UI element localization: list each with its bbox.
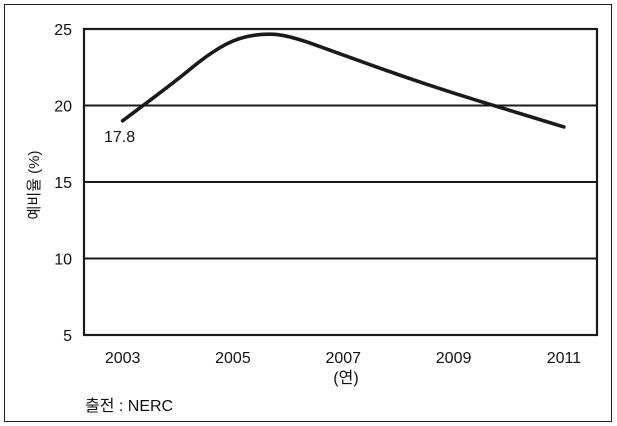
- y-tick-label: 20: [54, 99, 72, 116]
- y-tick-label: 25: [54, 22, 72, 39]
- x-tick-label: 2011: [547, 350, 582, 367]
- x-axis-label: (연): [333, 369, 358, 387]
- x-tick-label: 2005: [215, 350, 251, 367]
- source-note: 출전 : NERC: [85, 397, 173, 415]
- y-tick-label: 5: [63, 328, 72, 345]
- y-axis-ticks: 25 20 15 10 5: [54, 22, 72, 345]
- x-tick-label: 2003: [105, 350, 141, 367]
- series-group: [120, 32, 566, 129]
- series-line: [120, 32, 566, 129]
- line-chart: 25 20 15 10 5 2003 2005 2007 2009 2011 17.8 예비율 …: [26, 22, 599, 415]
- y-tick-label: 15: [54, 175, 72, 192]
- y-axis-label: 예비율 (%): [26, 151, 43, 220]
- chart-frame: 25 20 15 10 5 2003 2005 2007 2009 2011 17.8 예비율 …: [4, 4, 612, 422]
- x-tick-label: 2007: [325, 350, 361, 367]
- x-axis-ticks: 2003 2005 2007 2009 2011: [105, 350, 581, 367]
- y-tick-label: 10: [54, 252, 72, 269]
- data-label-annotation: 17.8: [104, 129, 135, 146]
- grid-lines: [84, 104, 597, 260]
- x-tick-label: 2009: [436, 350, 472, 367]
